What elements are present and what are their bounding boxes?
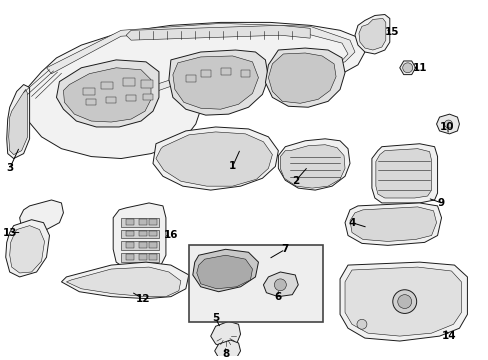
Polygon shape: [121, 242, 159, 250]
Text: 2: 2: [291, 176, 298, 186]
Circle shape: [274, 279, 286, 291]
Polygon shape: [139, 219, 147, 225]
Text: 12: 12: [136, 294, 150, 303]
Text: 15: 15: [384, 27, 398, 37]
Polygon shape: [20, 200, 63, 233]
Polygon shape: [126, 25, 309, 40]
Polygon shape: [123, 78, 135, 86]
Polygon shape: [139, 242, 147, 248]
Polygon shape: [7, 85, 30, 158]
Circle shape: [444, 120, 451, 128]
Polygon shape: [143, 94, 153, 100]
FancyBboxPatch shape: [188, 246, 323, 322]
Polygon shape: [86, 99, 96, 105]
Polygon shape: [375, 149, 431, 198]
Polygon shape: [345, 203, 441, 246]
Polygon shape: [83, 87, 95, 95]
Polygon shape: [113, 203, 165, 269]
Text: 14: 14: [441, 331, 456, 341]
Polygon shape: [263, 272, 298, 297]
Text: 13: 13: [2, 228, 17, 238]
Text: 10: 10: [439, 122, 454, 132]
Polygon shape: [149, 254, 157, 260]
Circle shape: [402, 63, 412, 73]
Polygon shape: [192, 249, 258, 292]
Polygon shape: [61, 262, 188, 299]
Polygon shape: [436, 114, 459, 134]
Polygon shape: [280, 145, 345, 188]
Polygon shape: [278, 139, 349, 190]
Text: 1: 1: [228, 161, 236, 171]
Polygon shape: [139, 254, 147, 260]
Polygon shape: [149, 230, 157, 237]
Circle shape: [397, 295, 411, 309]
Polygon shape: [126, 242, 134, 248]
Text: 6: 6: [274, 292, 282, 302]
Polygon shape: [63, 68, 151, 122]
Text: 3: 3: [6, 163, 13, 174]
Polygon shape: [101, 82, 113, 90]
Circle shape: [356, 319, 366, 329]
Polygon shape: [156, 132, 272, 186]
Polygon shape: [196, 255, 252, 289]
Text: 11: 11: [411, 63, 426, 73]
Polygon shape: [220, 68, 230, 75]
Polygon shape: [121, 230, 159, 238]
Polygon shape: [210, 321, 240, 348]
Polygon shape: [126, 230, 134, 237]
Polygon shape: [268, 53, 335, 103]
Polygon shape: [66, 267, 181, 297]
Polygon shape: [149, 242, 157, 248]
Polygon shape: [121, 253, 159, 262]
Polygon shape: [349, 207, 436, 242]
Polygon shape: [153, 127, 278, 190]
Circle shape: [392, 290, 416, 314]
Polygon shape: [358, 18, 385, 50]
Text: 5: 5: [212, 313, 219, 323]
Polygon shape: [345, 267, 461, 336]
Polygon shape: [168, 50, 268, 115]
Polygon shape: [141, 80, 153, 87]
Polygon shape: [240, 70, 250, 77]
Polygon shape: [354, 14, 389, 54]
Polygon shape: [56, 60, 159, 127]
Polygon shape: [139, 230, 147, 237]
Polygon shape: [6, 220, 49, 277]
Polygon shape: [185, 75, 195, 82]
Polygon shape: [126, 219, 134, 225]
Polygon shape: [126, 95, 136, 101]
Polygon shape: [371, 144, 437, 203]
Polygon shape: [201, 70, 210, 77]
Polygon shape: [339, 262, 467, 341]
Text: 7: 7: [281, 244, 288, 254]
Polygon shape: [265, 48, 345, 107]
Polygon shape: [20, 22, 364, 158]
Text: 8: 8: [222, 349, 229, 359]
Polygon shape: [214, 340, 240, 360]
Polygon shape: [121, 218, 159, 226]
Polygon shape: [149, 219, 157, 225]
Polygon shape: [126, 254, 134, 260]
Polygon shape: [173, 56, 258, 109]
Text: 16: 16: [163, 230, 178, 240]
Polygon shape: [46, 23, 354, 91]
Polygon shape: [399, 61, 415, 75]
Text: 4: 4: [347, 218, 355, 228]
Polygon shape: [9, 90, 27, 154]
Polygon shape: [10, 226, 44, 273]
Polygon shape: [106, 97, 116, 103]
Text: 9: 9: [437, 198, 444, 208]
